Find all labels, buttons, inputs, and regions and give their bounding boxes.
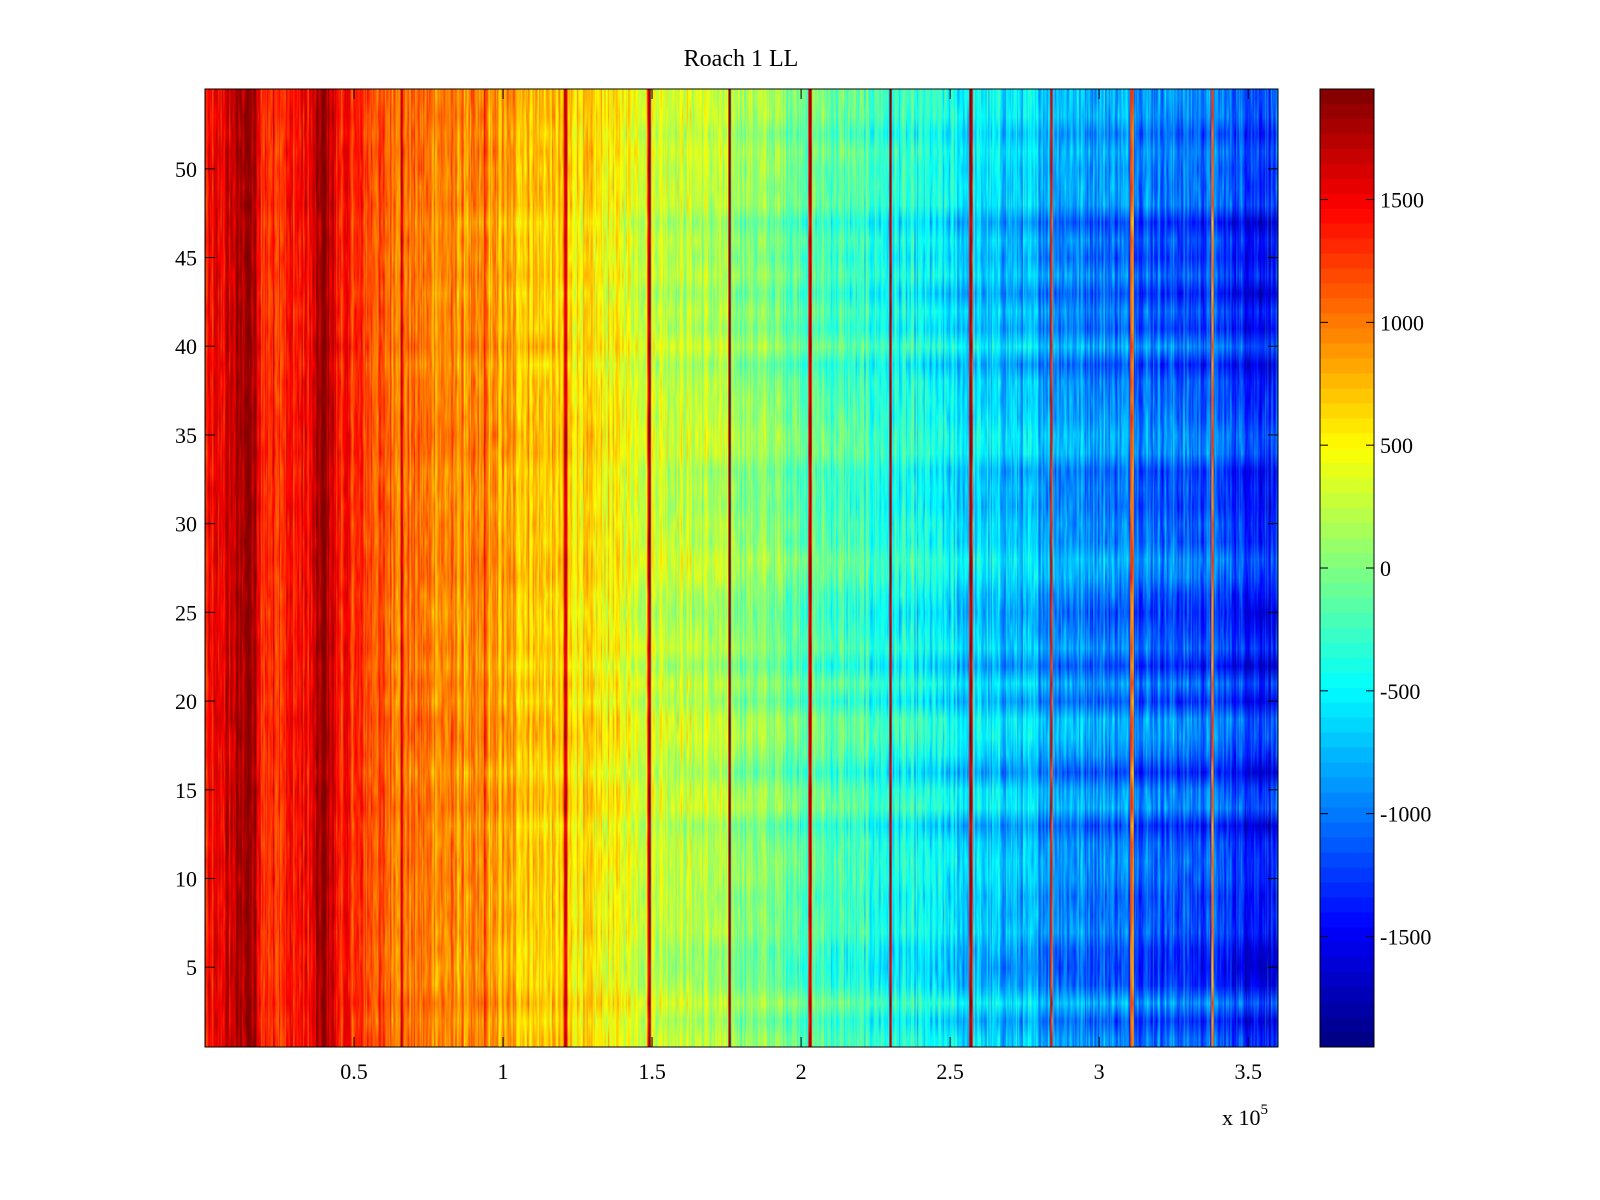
heatmap-plot-area: 0.5 1 1.5 2 2.5 3 3.5 5 10 15 20 25 30 35 40 45 50 (175, 88, 1279, 1084)
x-tick-label: 3 (1094, 1059, 1105, 1084)
colorbar-tick-label: -1500 (1380, 924, 1431, 949)
y-tick-label: 50 (175, 157, 197, 182)
y-tick-label: 15 (175, 778, 197, 803)
x-axis-multiplier: x 105 (1222, 1102, 1268, 1130)
colorbar-ticks: -1500 -1000 -500 0 500 1000 1500 (1320, 188, 1431, 949)
heatmap-image (205, 89, 1278, 1047)
colorbar-tick-label: 0 (1380, 556, 1391, 581)
y-tick-label: 40 (175, 334, 197, 359)
y-tick-label: 30 (175, 512, 197, 537)
colorbar-tick-label: -1000 (1380, 802, 1431, 827)
y-tick-label: 10 (175, 866, 197, 891)
colorbar-gradient (1320, 89, 1374, 1047)
colorbar-tick-label: 1000 (1380, 310, 1424, 335)
x-tick-label: 0.5 (340, 1059, 368, 1084)
colorbar-tick-label: 500 (1380, 433, 1413, 458)
y-tick-label: 25 (175, 600, 197, 625)
colorbar-tick-label: 1500 (1380, 188, 1424, 213)
y-tick-label: 45 (175, 246, 197, 271)
plot-frame (204, 88, 1279, 1048)
x-tick-label: 2 (796, 1059, 807, 1084)
x-axis-multiplier-base: x 10 (1222, 1105, 1261, 1130)
x-tick-label: 2.5 (936, 1059, 964, 1084)
x-tick-label: 3.5 (1234, 1059, 1262, 1084)
colorbar-tick-label: -500 (1380, 679, 1420, 704)
x-axis-ticks: 0.5 1 1.5 2 2.5 3 3.5 (340, 89, 1262, 1084)
y-tick-label: 35 (175, 423, 197, 448)
chart-title: Roach 1 LL (684, 46, 799, 72)
x-axis-multiplier-exponent: 5 (1261, 1102, 1269, 1118)
y-tick-label: 5 (186, 955, 197, 980)
x-tick-label: 1 (498, 1059, 509, 1084)
x-tick-label: 1.5 (638, 1059, 666, 1084)
y-axis-ticks: 5 10 15 20 25 30 35 40 45 50 (175, 157, 1278, 980)
y-tick-label: 20 (175, 689, 197, 714)
colorbar: -1500 -1000 -500 0 500 1000 1500 (1319, 88, 1431, 1048)
